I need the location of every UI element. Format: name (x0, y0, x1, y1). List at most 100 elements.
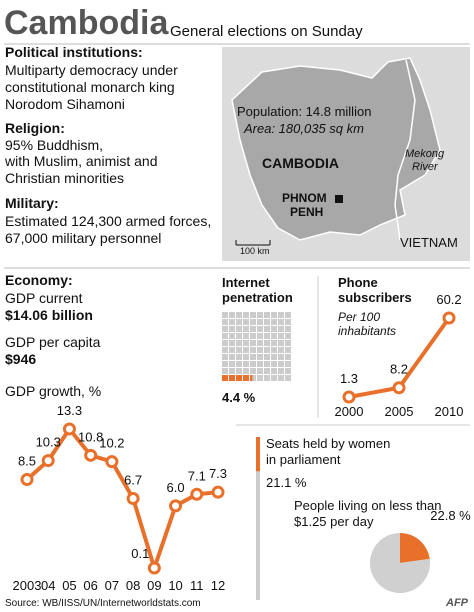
x-tick-label: 05 (62, 578, 76, 593)
value-label: 7.1 (188, 468, 206, 483)
waffle-cell (236, 333, 242, 339)
waffle-cell (243, 312, 249, 318)
waffle-cell (257, 361, 263, 367)
waffle-cell (257, 347, 263, 353)
source: Source: WB/IISS/UN/Internetworldstats.co… (5, 598, 201, 609)
waffle-cell (278, 347, 284, 353)
waffle-cell (278, 312, 284, 318)
point (169, 499, 183, 513)
map-neighbor: VIETNAM (400, 235, 458, 250)
line (25, 427, 219, 570)
waffle-cell (271, 340, 277, 346)
waffle-cell-part (250, 375, 253, 381)
x-tick-label: 11 (190, 578, 204, 593)
waffle-cell (250, 319, 256, 325)
value-label: 10.8 (78, 429, 103, 444)
waffle-cell (257, 368, 263, 374)
value-label: 8.5 (18, 454, 36, 469)
value-label: 8.2 (390, 362, 408, 377)
x-tick-label: 2000 (335, 404, 364, 419)
waffle-cell (222, 354, 228, 360)
chart-title: penetration (222, 290, 293, 305)
point (126, 492, 140, 505)
economy-label: GDP current (5, 290, 83, 306)
point (392, 381, 406, 395)
waffle-cell (271, 361, 277, 367)
point (190, 487, 204, 501)
waffle-cell (250, 340, 256, 346)
x-tick-label: 12 (211, 578, 225, 593)
point (20, 473, 34, 487)
chart-title: GDP growth, % (5, 383, 101, 399)
map-population: Population: 14.8 million (237, 104, 371, 119)
waffle-cell (243, 333, 249, 339)
fact-text: Christian minorities (5, 170, 124, 186)
x-tick-label: 2010 (435, 404, 464, 419)
x-tick-label: 06 (83, 578, 97, 593)
waffle-cell (243, 340, 249, 346)
fact-heading: Religion: (5, 120, 65, 136)
waffle-cell (236, 319, 242, 325)
economy-heading: Economy: (5, 272, 73, 288)
waffle-cell (278, 375, 284, 381)
map-capital: PENH (290, 205, 323, 219)
map-area: Area: 180,035 sq km (243, 121, 364, 136)
waffle-cell (264, 375, 270, 381)
waffle-cell (257, 319, 263, 325)
waffle-cell (222, 340, 228, 346)
waffle-cell (229, 340, 235, 346)
subtitle: General elections on Sunday (170, 23, 363, 40)
credit: AFP (445, 597, 469, 609)
point (442, 311, 456, 325)
bar-segment (256, 437, 260, 472)
waffle-cell (257, 333, 263, 339)
waffle-cell (222, 312, 228, 318)
waffle-cell (222, 333, 228, 339)
waffle-cell (250, 333, 256, 339)
waffle-cell (229, 312, 235, 318)
waffle-cell (264, 312, 270, 318)
waffle-cell (264, 340, 270, 346)
waffle-cell (257, 326, 263, 332)
point (147, 561, 161, 575)
fact-text: Norodom Sihamoni (5, 96, 125, 112)
map-country: CAMBODIA (262, 155, 339, 171)
pie-slice (370, 533, 430, 594)
waffle-cell (278, 368, 284, 374)
waffle-cell (257, 312, 263, 318)
value-label: 7.3 (209, 466, 227, 481)
waffle-cell (271, 354, 277, 360)
waffle-cell (250, 375, 256, 381)
waffle-cell (278, 354, 284, 360)
waffle-cell (222, 326, 228, 332)
waffle-cell (236, 354, 242, 360)
waffle-cell (285, 312, 291, 318)
x-tick-label: 09 (147, 578, 161, 593)
waffle-cell (278, 340, 284, 346)
point (41, 454, 55, 468)
waffle-cell (285, 368, 291, 374)
waffle-cell (264, 319, 270, 325)
waffle-cell (264, 361, 270, 367)
waffle-cell (236, 326, 242, 332)
waffle-cell (264, 347, 270, 353)
point (105, 455, 119, 469)
chart-title: Seats held by women (266, 436, 390, 451)
pie-slice (400, 533, 430, 563)
waffle-cell (264, 326, 270, 332)
waffle-cell (257, 340, 263, 346)
waffle-cell (229, 375, 235, 381)
fact-text: 67,000 military personnel (5, 230, 161, 246)
waffle-cell (271, 347, 277, 353)
value-label: 22.8 % (430, 508, 471, 523)
waffle-cell (229, 347, 235, 353)
waffle-cell (229, 319, 235, 325)
waffle-cell (264, 333, 270, 339)
chart-title: People living on less than (294, 498, 441, 513)
waffle-cell (271, 333, 277, 339)
map-capital: PHNOM (282, 191, 327, 205)
waffle-cell (285, 347, 291, 353)
waffle-cell (222, 319, 228, 325)
river (394, 59, 416, 241)
